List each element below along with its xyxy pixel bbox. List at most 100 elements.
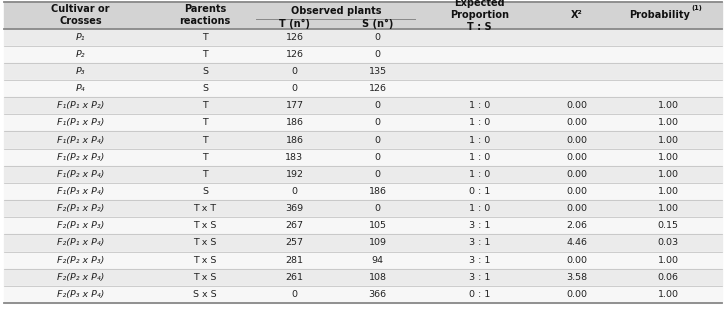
Text: 0: 0 [291, 84, 298, 93]
Bar [4, 114, 722, 131]
Text: F₂(P₃ x P₄): F₂(P₃ x P₄) [57, 290, 104, 299]
Bar [4, 269, 722, 286]
Text: S x S: S x S [193, 290, 217, 299]
Bar [4, 46, 722, 63]
Text: 0: 0 [375, 135, 380, 145]
Bar [4, 166, 722, 183]
Text: T x T: T x T [194, 204, 216, 213]
Text: T x S: T x S [193, 238, 217, 248]
Text: 0: 0 [375, 101, 380, 110]
Bar [4, 131, 722, 148]
Text: F₂(P₁ x P₄): F₂(P₁ x P₄) [57, 238, 104, 248]
Text: 3 : 1: 3 : 1 [469, 238, 490, 248]
Text: 369: 369 [285, 204, 303, 213]
Text: 0.00: 0.00 [566, 153, 587, 162]
Text: 1 : 0: 1 : 0 [469, 153, 490, 162]
Text: 0: 0 [375, 50, 380, 59]
Text: 3 : 1: 3 : 1 [469, 273, 490, 282]
Text: T: T [203, 153, 208, 162]
Text: 135: 135 [369, 67, 387, 76]
Text: 1.00: 1.00 [658, 135, 679, 145]
Text: Parents
reactions: Parents reactions [179, 4, 231, 26]
Text: 281: 281 [285, 256, 303, 265]
Text: 1.00: 1.00 [658, 256, 679, 265]
Text: 0.00: 0.00 [566, 170, 587, 179]
Text: 192: 192 [285, 170, 303, 179]
Text: (1): (1) [692, 5, 703, 11]
Text: 1 : 0: 1 : 0 [469, 101, 490, 110]
Text: 1 : 0: 1 : 0 [469, 135, 490, 145]
Bar [4, 148, 722, 166]
Bar [4, 28, 722, 46]
Bar [4, 286, 722, 303]
Text: 1.00: 1.00 [658, 170, 679, 179]
Text: 186: 186 [369, 187, 386, 196]
Text: 0.00: 0.00 [566, 256, 587, 265]
Text: T x S: T x S [193, 221, 217, 230]
Text: 0.06: 0.06 [658, 273, 679, 282]
Text: 0: 0 [375, 153, 380, 162]
Text: 261: 261 [285, 273, 303, 282]
Text: 1.00: 1.00 [658, 204, 679, 213]
Text: 0.15: 0.15 [658, 221, 679, 230]
Bar [4, 63, 722, 80]
Text: 105: 105 [369, 221, 386, 230]
Text: 3.58: 3.58 [566, 273, 587, 282]
Text: 1.00: 1.00 [658, 187, 679, 196]
Bar [4, 200, 722, 217]
Text: F₁(P₃ x P₄): F₁(P₃ x P₄) [57, 187, 104, 196]
Text: F₂(P₁ x P₂): F₂(P₁ x P₂) [57, 204, 104, 213]
Text: 109: 109 [369, 238, 386, 248]
Text: 1.00: 1.00 [658, 153, 679, 162]
Text: F₁(P₂ x P₃): F₁(P₂ x P₃) [57, 153, 104, 162]
Text: 0: 0 [291, 187, 298, 196]
Text: 0: 0 [375, 33, 380, 42]
Text: T: T [203, 50, 208, 59]
Text: 0: 0 [375, 118, 380, 128]
Text: 0.00: 0.00 [566, 290, 587, 299]
Text: 0.00: 0.00 [566, 204, 587, 213]
Text: 0.00: 0.00 [566, 135, 587, 145]
Text: Expected
Proportion
T : S: Expected Proportion T : S [450, 0, 509, 32]
Bar [4, 80, 722, 97]
Text: 186: 186 [285, 135, 303, 145]
Text: F₁(P₂ x P₄): F₁(P₂ x P₄) [57, 170, 104, 179]
Text: 108: 108 [369, 273, 386, 282]
Text: F₂(P₂ x P₃): F₂(P₂ x P₃) [57, 256, 104, 265]
Text: 1.00: 1.00 [658, 118, 679, 128]
Text: P₂: P₂ [76, 50, 85, 59]
Text: T: T [203, 101, 208, 110]
Text: T x S: T x S [193, 256, 217, 265]
Text: 94: 94 [372, 256, 383, 265]
Bar [4, 251, 722, 269]
Text: 0.00: 0.00 [566, 118, 587, 128]
Text: 0: 0 [375, 170, 380, 179]
Text: F₁(P₁ x P₃): F₁(P₁ x P₃) [57, 118, 104, 128]
Bar [4, 217, 722, 234]
Text: F₁(P₁ x P₄): F₁(P₁ x P₄) [57, 135, 104, 145]
Text: S: S [202, 187, 208, 196]
Text: 366: 366 [369, 290, 387, 299]
Text: T: T [203, 135, 208, 145]
Text: 3 : 1: 3 : 1 [469, 256, 490, 265]
Text: 2.06: 2.06 [566, 221, 587, 230]
Text: 4.46: 4.46 [566, 238, 587, 248]
Text: 0.00: 0.00 [566, 101, 587, 110]
Text: 3 : 1: 3 : 1 [469, 221, 490, 230]
Text: 267: 267 [285, 221, 303, 230]
Text: 0: 0 [291, 67, 298, 76]
Text: 183: 183 [285, 153, 303, 162]
Text: 1 : 0: 1 : 0 [469, 170, 490, 179]
Text: 0: 0 [375, 204, 380, 213]
Text: 257: 257 [285, 238, 303, 248]
Text: S: S [202, 84, 208, 93]
Text: T: T [203, 170, 208, 179]
Bar [4, 183, 722, 200]
Text: 1.00: 1.00 [658, 101, 679, 110]
Text: P₁: P₁ [76, 33, 85, 42]
Text: P₄: P₄ [76, 84, 85, 93]
Text: X²: X² [571, 10, 583, 20]
Text: 186: 186 [285, 118, 303, 128]
Text: F₁(P₁ x P₂): F₁(P₁ x P₂) [57, 101, 104, 110]
Text: 1 : 0: 1 : 0 [469, 204, 490, 213]
